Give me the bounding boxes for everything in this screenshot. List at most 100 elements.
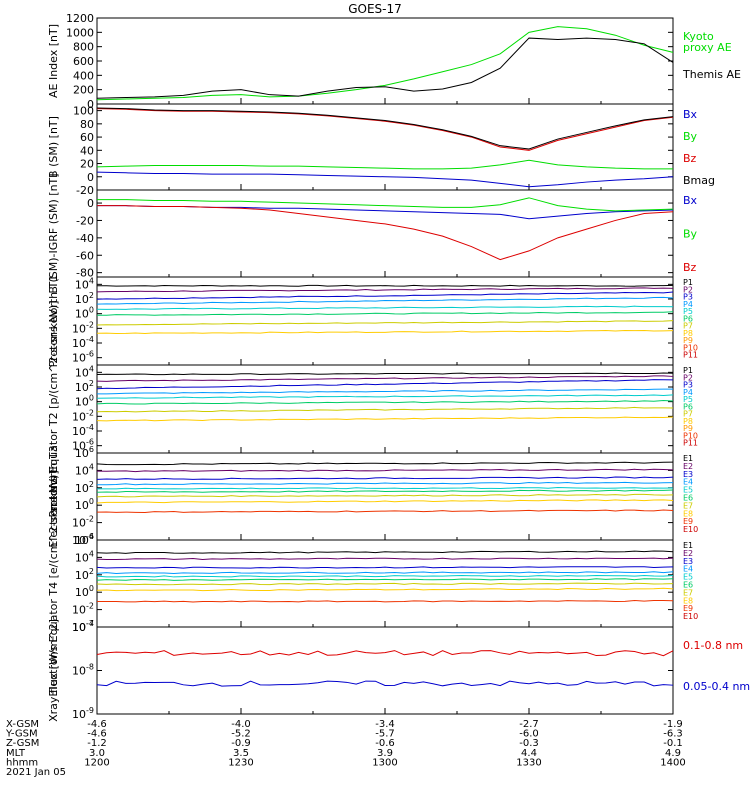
series-line-bz bbox=[96, 108, 674, 151]
series-line-by bbox=[97, 197, 674, 212]
y-tick-label: 104 bbox=[75, 276, 94, 291]
series-line-p7 bbox=[96, 320, 674, 326]
series-line-p2 bbox=[96, 287, 674, 293]
y-tick-label: 60 bbox=[80, 131, 94, 144]
row-value: -4.6 bbox=[87, 719, 107, 730]
y-tick-label: 10-4 bbox=[72, 335, 94, 350]
row-value: -2.7 bbox=[519, 719, 539, 730]
legend-label-e10: E10 bbox=[683, 525, 698, 534]
series-line-themis-ae bbox=[96, 37, 674, 99]
panel-6: 106 104 102 100 10-2 10-4 Electrons North T3 E1… bbox=[47, 445, 698, 548]
y-axis-label: B (SM)-IGRF (SM) [nT] bbox=[47, 173, 60, 293]
panel-8: 10-7 10-8 10-9 Xray flux [W/m^2] 0.1-0.8 nm 0… bbox=[47, 619, 750, 722]
series-line-0-1-0-8-nm bbox=[96, 650, 674, 657]
y-tick-label: -60 bbox=[76, 249, 94, 262]
y-tick-label: -20 bbox=[76, 184, 94, 197]
y-axis-label: B (SM) [nT] bbox=[47, 116, 60, 178]
y-tick-label: 100 bbox=[75, 394, 94, 409]
legend-label-by: By bbox=[683, 228, 698, 241]
y-tick-label: 102 bbox=[75, 291, 94, 306]
y-tick-label: 20 bbox=[80, 158, 94, 171]
legend-label-e3: E3 bbox=[683, 557, 693, 566]
y-tick-label: -20 bbox=[76, 214, 94, 227]
panel-frame bbox=[96, 17, 674, 105]
y-tick-label: 104 bbox=[75, 462, 94, 477]
y-axis-label: Electrons North T3 bbox=[47, 445, 60, 547]
row-value: -0.6 bbox=[375, 738, 395, 749]
legend-label-p5: P5 bbox=[683, 395, 693, 404]
legend-label-p9: P9 bbox=[683, 424, 693, 433]
row-value: 1330 bbox=[516, 757, 541, 768]
y-tick-label: 10-2 bbox=[72, 408, 94, 423]
legend-label-p2: P2 bbox=[683, 285, 693, 294]
row-value: -4.0 bbox=[231, 719, 251, 730]
date-label: 2021 Jan 05 bbox=[6, 767, 66, 778]
series-line-p8 bbox=[96, 329, 674, 335]
legend-label-e3: E3 bbox=[683, 470, 693, 479]
legend-label-bz: Bz bbox=[683, 261, 697, 274]
y-tick-label: 102 bbox=[75, 480, 94, 495]
row-value: -5.7 bbox=[375, 729, 395, 740]
y-tick-label: 400 bbox=[73, 69, 94, 82]
series-line-e9 bbox=[96, 600, 674, 603]
y-tick-label: 600 bbox=[73, 55, 94, 68]
y-axis-label: AE Index [nT] bbox=[47, 24, 60, 98]
row-value: -6.3 bbox=[663, 729, 683, 740]
legend-label-themis-ae: Themis AE bbox=[682, 68, 741, 81]
y-tick-label: 10-4 bbox=[72, 619, 94, 634]
legend-label-e1: E1 bbox=[683, 541, 693, 550]
y-tick-label: 100 bbox=[75, 497, 94, 512]
legend-label-bx: Bx bbox=[683, 108, 698, 121]
y-tick-label: 10-2 bbox=[72, 602, 94, 617]
series-line-bmag bbox=[96, 107, 674, 150]
legend-label-e9: E9 bbox=[683, 517, 693, 526]
legend-label-bmag: Bmag bbox=[683, 174, 715, 187]
series-line-p1 bbox=[96, 284, 674, 287]
row-value: 3.5 bbox=[233, 748, 249, 759]
series-line-p5 bbox=[96, 305, 674, 310]
legend-label-e1: E1 bbox=[683, 454, 693, 463]
legend-label-0-1-0-8-nm: 0.1-0.8 nm bbox=[683, 639, 743, 652]
legend-label-p11: P11 bbox=[683, 351, 698, 360]
y-tick-label: 10-2 bbox=[72, 515, 94, 530]
series-line-e6 bbox=[96, 489, 674, 493]
y-tick-label: 0 bbox=[87, 197, 94, 210]
legend-label-p8: P8 bbox=[683, 329, 693, 338]
legend-label-e8: E8 bbox=[683, 509, 693, 518]
legend-label-kyoto-proxy-ae: Kyoto bbox=[683, 30, 714, 43]
series-line-e1 bbox=[96, 461, 674, 466]
y-tick-label: 10-2 bbox=[72, 320, 94, 335]
legend-label-p5: P5 bbox=[683, 307, 693, 316]
legend-label-e7: E7 bbox=[683, 501, 693, 510]
y-tick-label: 104 bbox=[75, 549, 94, 564]
y-tick-label: 102 bbox=[75, 379, 94, 394]
legend-label-p9: P9 bbox=[683, 336, 693, 345]
y-axis-label: Protons North T1 bbox=[47, 275, 60, 368]
legend-label-e10: E10 bbox=[683, 612, 698, 621]
legend-label-p10: P10 bbox=[683, 431, 698, 440]
row-value: -0.3 bbox=[519, 738, 539, 749]
panel-frame bbox=[96, 626, 674, 715]
row-value: 4.9 bbox=[665, 748, 681, 759]
bottom-axis-labels: X-GSM -4.6 -4.0 -3.4 -2.7 -1.9 Y-GSM -4.6 -5.2 -5… bbox=[5, 719, 686, 778]
row-value: -3.4 bbox=[375, 719, 395, 730]
row-value: 4.4 bbox=[521, 748, 537, 759]
series-line-p5 bbox=[96, 394, 674, 399]
row-value: -1.9 bbox=[663, 719, 683, 730]
row-value: 1300 bbox=[372, 757, 397, 768]
series-line-e1 bbox=[96, 550, 674, 554]
row-key: hhmm bbox=[6, 757, 38, 768]
series-line-e8 bbox=[96, 587, 674, 592]
row-value: 3.9 bbox=[377, 748, 393, 759]
series-line-bz bbox=[97, 205, 674, 261]
row-key: X-GSM bbox=[6, 719, 39, 730]
legend-label-0-05-0-4-nm: 0.05-0.4 nm bbox=[683, 680, 750, 693]
y-tick-label: 106 bbox=[75, 532, 94, 547]
y-tick-label: 10-8 bbox=[72, 663, 94, 678]
legend-label-p10: P10 bbox=[683, 343, 698, 352]
y-tick-label: 100 bbox=[75, 306, 94, 321]
